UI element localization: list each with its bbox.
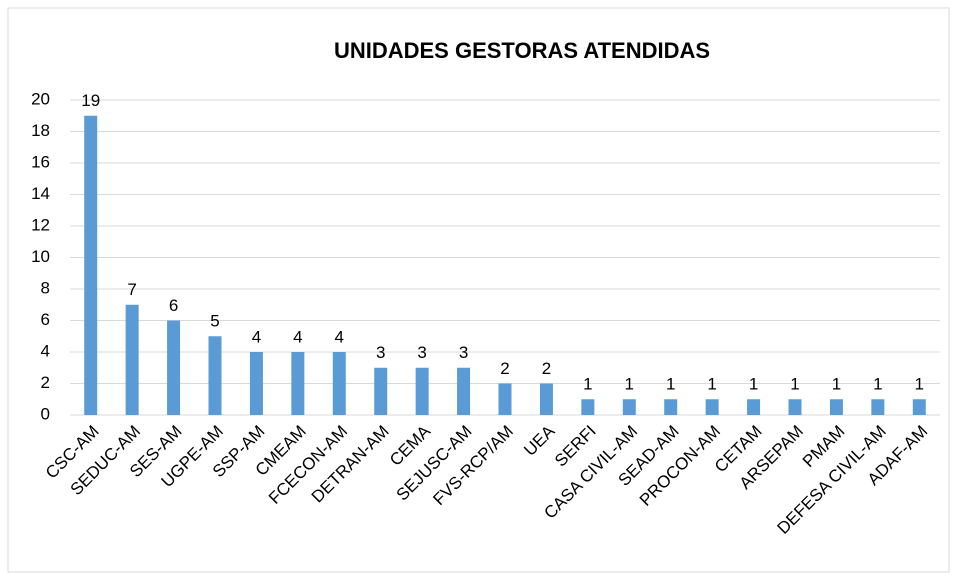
y-tick-label: 10 xyxy=(31,247,50,266)
value-label: 2 xyxy=(542,359,551,378)
bar xyxy=(249,352,263,415)
value-label: 1 xyxy=(832,375,841,394)
y-tick-label: 6 xyxy=(41,310,50,329)
value-label: 1 xyxy=(915,375,924,394)
bar xyxy=(374,367,388,415)
bar xyxy=(415,367,429,415)
bar xyxy=(829,399,843,415)
value-label: 4 xyxy=(293,327,302,346)
bar xyxy=(539,383,553,415)
y-tick-label: 12 xyxy=(31,215,50,234)
value-label: 19 xyxy=(81,91,100,110)
value-label: 1 xyxy=(873,375,882,394)
y-tick-label: 0 xyxy=(41,404,50,423)
value-label: 6 xyxy=(169,296,178,315)
value-label: 7 xyxy=(127,280,136,299)
y-tick-label: 16 xyxy=(31,152,50,171)
bar xyxy=(788,399,802,415)
bar xyxy=(457,367,471,415)
value-label: 3 xyxy=(459,343,468,362)
bar xyxy=(167,320,181,415)
bar xyxy=(125,304,139,415)
bar xyxy=(498,383,512,415)
bar xyxy=(332,352,346,415)
value-label: 1 xyxy=(707,375,716,394)
value-label: 4 xyxy=(335,327,344,346)
chart-border xyxy=(7,7,950,573)
y-tick-label: 20 xyxy=(31,89,50,108)
bar xyxy=(622,399,636,415)
y-tick-label: 4 xyxy=(41,341,50,360)
value-label: 1 xyxy=(790,375,799,394)
bar xyxy=(871,399,885,415)
bar xyxy=(84,115,98,415)
value-label: 2 xyxy=(500,359,509,378)
bar xyxy=(581,399,595,415)
bar xyxy=(208,336,222,415)
value-label: 1 xyxy=(749,375,758,394)
bar xyxy=(705,399,719,415)
bar xyxy=(664,399,678,415)
y-tick-label: 2 xyxy=(41,373,50,392)
bar xyxy=(747,399,761,415)
value-label: 1 xyxy=(583,375,592,394)
value-label: 4 xyxy=(252,327,261,346)
y-tick-label: 8 xyxy=(41,278,50,297)
y-tick-label: 14 xyxy=(31,184,50,203)
bar xyxy=(291,352,305,415)
value-label: 3 xyxy=(417,343,426,362)
value-label: 1 xyxy=(625,375,634,394)
value-label: 1 xyxy=(666,375,675,394)
value-label: 5 xyxy=(210,312,219,331)
value-label: 3 xyxy=(376,343,385,362)
chart-title: UNIDADES GESTORAS ATENDIDAS xyxy=(334,38,710,63)
y-tick-label: 18 xyxy=(31,121,50,140)
bar xyxy=(912,399,926,415)
